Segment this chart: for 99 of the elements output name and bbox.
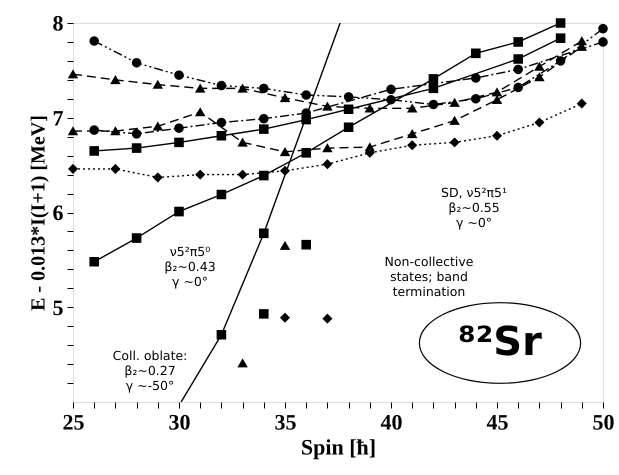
point: [513, 37, 523, 47]
annotation: ⁸²Sr: [458, 319, 542, 365]
annotation: SD, ν5²π5¹ β₂~0.55 γ ~0°: [441, 185, 507, 230]
point: [238, 170, 248, 180]
y-axis-title: E - 0.013*I(I+1) [MeV]: [28, 115, 50, 311]
point: [513, 82, 523, 92]
x-tick-label: 45: [486, 410, 508, 434]
point: [216, 190, 226, 200]
point: [89, 125, 99, 135]
point: [280, 312, 290, 322]
point: [280, 241, 290, 250]
point: [450, 98, 460, 107]
point: [238, 138, 248, 147]
point: [195, 170, 205, 180]
x-axis-title: Spin [ħ]: [300, 434, 376, 460]
y-tick-label: 8: [52, 10, 64, 36]
point: [450, 138, 460, 148]
y-tick-label: 6: [52, 200, 64, 225]
point: [301, 90, 311, 100]
point: [89, 146, 99, 156]
point: [407, 104, 417, 112]
x-tick-label: 40: [380, 410, 402, 434]
point: [322, 102, 332, 111]
point: [301, 148, 311, 158]
annotation: Non-collective states; band termination: [384, 254, 474, 299]
x-tick-label: 35: [274, 410, 296, 434]
y-tick-label: 5: [52, 294, 64, 320]
point: [471, 48, 481, 58]
point: [344, 122, 354, 132]
point: [195, 108, 205, 116]
point: [216, 330, 226, 340]
point: [471, 73, 481, 83]
point: [259, 170, 269, 180]
point: [174, 138, 184, 148]
point: [428, 100, 438, 110]
point: [407, 140, 417, 150]
point: [280, 148, 290, 156]
point: [68, 126, 78, 136]
point: [216, 80, 226, 90]
point: [195, 84, 205, 93]
point: [556, 33, 566, 43]
point: [365, 104, 375, 112]
point: [577, 98, 587, 108]
point: [259, 114, 269, 124]
point: [407, 130, 417, 138]
point: [513, 64, 523, 74]
point: [216, 118, 226, 128]
point: [280, 94, 290, 102]
point: [153, 122, 163, 130]
point: [110, 126, 120, 136]
point: [556, 18, 566, 28]
point: [534, 62, 544, 71]
point: [153, 172, 163, 182]
y-tick-label: 7: [52, 105, 64, 130]
annotation: Coll. oblate: β₂~0.27 γ ~-50°: [112, 348, 188, 393]
point: [428, 74, 438, 84]
point: [344, 104, 354, 114]
point: [492, 130, 502, 141]
point: [471, 94, 481, 104]
point: [259, 84, 269, 94]
annotation: ν5²π5⁰ β₂~0.43 γ ~0°: [164, 244, 216, 289]
point: [428, 84, 438, 94]
x-tick-label: 30: [168, 410, 190, 434]
point: [110, 76, 120, 84]
point: [153, 80, 163, 89]
point: [259, 124, 269, 134]
point: [598, 24, 608, 34]
point: [89, 256, 99, 267]
point: [132, 233, 142, 243]
point: [259, 228, 269, 238]
point: [344, 92, 354, 102]
point: [534, 118, 544, 128]
point: [174, 70, 184, 80]
x-tick-label: 25: [62, 410, 84, 434]
point: [386, 84, 396, 94]
point: [238, 358, 248, 368]
point: [132, 129, 142, 139]
point: [322, 159, 332, 169]
point: [513, 54, 523, 64]
point: [492, 88, 502, 96]
point: [89, 36, 99, 46]
point: [216, 130, 226, 141]
point: [322, 314, 332, 324]
point: [534, 72, 544, 82]
point: [598, 37, 608, 47]
point: [322, 144, 332, 152]
point: [68, 70, 78, 78]
point: [110, 164, 120, 174]
point: [301, 240, 311, 250]
point: [132, 58, 142, 68]
point: [492, 96, 502, 104]
x-tick-label: 50: [592, 410, 614, 434]
point: [450, 116, 460, 125]
point: [174, 206, 184, 216]
point: [132, 143, 142, 153]
point: [68, 164, 78, 174]
point: [259, 309, 269, 319]
point: [174, 123, 184, 133]
point: [238, 84, 248, 93]
